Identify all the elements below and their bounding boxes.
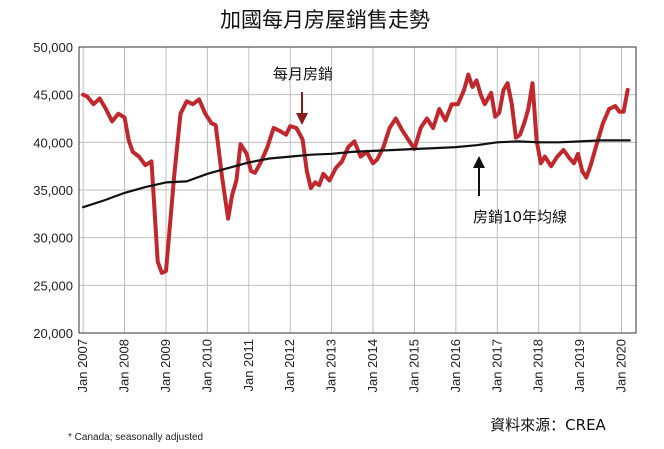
- footnote: * Canada; seasonally adjusted: [68, 432, 203, 443]
- x-tick-label: Jan 2007: [75, 339, 90, 393]
- gridlines: [79, 46, 636, 334]
- x-tick-label: Jan 2010: [199, 339, 214, 393]
- chart-title: 加國每月房屋銷售走勢: [220, 8, 430, 32]
- x-tick-label: Jan 2012: [282, 339, 297, 393]
- source-label: 資料來源：CREA: [490, 416, 606, 434]
- x-tick-label: Jan 2019: [572, 339, 587, 393]
- y-tick-label: 20,000: [33, 326, 73, 341]
- y-tick-label: 35,000: [33, 183, 73, 198]
- y-tick-label: 45,000: [33, 88, 73, 103]
- y-tick-label: 40,000: [33, 135, 73, 150]
- x-tick-label: Jan 2016: [448, 339, 463, 393]
- x-tick-label: Jan 2011: [241, 339, 256, 392]
- plot-frame: [78, 46, 637, 334]
- annotation-monthly-label: 每月房銷: [273, 65, 333, 83]
- y-tick-label: 30,000: [33, 231, 73, 246]
- series-line-monthly-sales: [81, 72, 630, 275]
- x-tick-label: Jan 2015: [406, 339, 421, 393]
- y-tick-label: 25,000: [33, 278, 73, 293]
- annotation-monthly-arrow: [296, 92, 308, 125]
- x-tick-label: Jan 2013: [324, 339, 339, 393]
- y-axis-ticks: 20,000 25,000 30,000 35,000 40,000 45,000 50,0…: [33, 40, 73, 341]
- y-tick-label: 50,000: [33, 40, 73, 55]
- x-tick-label: Jan 2017: [489, 339, 504, 393]
- x-tick-label: Jan 2020: [614, 339, 629, 393]
- annotation-avg-label: 房銷10年均線: [473, 208, 567, 226]
- x-tick-label: Jan 2009: [158, 339, 173, 393]
- x-tick-label: Jan 2018: [531, 339, 546, 393]
- x-axis-ticks: Jan 2007 Jan 2008 Jan 2009 Jan 2010 Jan 2011…: [75, 339, 628, 393]
- series-lines: [81, 72, 631, 275]
- series-line-10yr-average: [81, 139, 631, 209]
- annotation-avg-arrow: [473, 156, 485, 196]
- x-tick-label: Jan 2014: [365, 339, 380, 393]
- x-tick-label: Jan 2008: [117, 339, 132, 393]
